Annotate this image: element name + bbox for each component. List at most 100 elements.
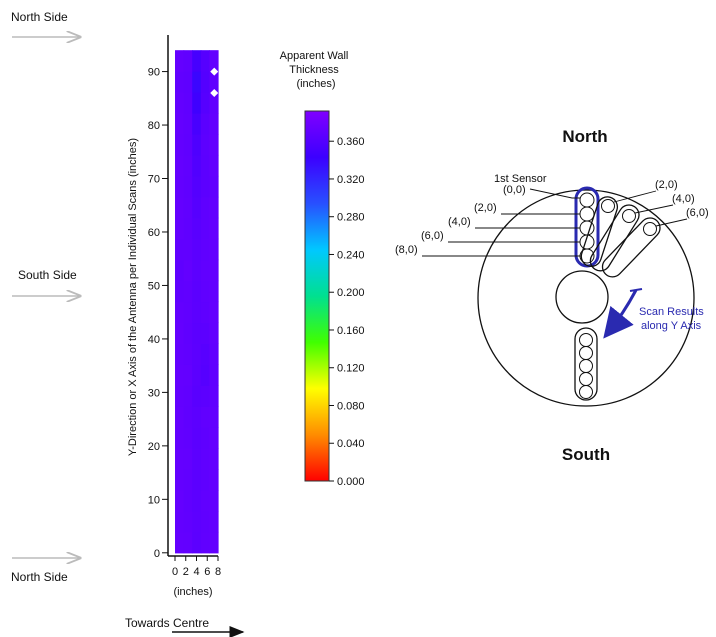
heatmap-cell <box>175 154 185 177</box>
heatmap-cell <box>183 364 193 386</box>
heatmap-cell <box>200 154 210 177</box>
heatmap-marker <box>210 88 219 97</box>
heatmap-cell <box>200 343 210 365</box>
heatmap-cell <box>175 217 185 240</box>
heatmap-cell <box>200 510 210 533</box>
heatmap-cell <box>192 469 202 491</box>
heatmap-cell <box>183 322 193 344</box>
heatmap-cell <box>192 364 202 386</box>
heatmap-cell <box>183 175 193 198</box>
heatmap-cell <box>209 448 219 470</box>
heatmap-cell <box>175 196 185 219</box>
heatmap-cell <box>175 343 185 365</box>
colorbar-tick-label: 0.160 <box>337 325 365 337</box>
heatmap <box>175 50 219 554</box>
heatmap-cell <box>175 385 185 407</box>
y-tick-label: 10 <box>148 494 160 506</box>
antenna-position-3 <box>601 217 661 278</box>
heatmap-cell <box>175 531 185 554</box>
heatmap-cell <box>183 531 193 554</box>
label-right-2-0: (2,0) <box>655 179 678 191</box>
heatmap-cell <box>175 280 185 303</box>
heatmap-cell <box>209 531 219 554</box>
south-label: South <box>562 445 610 464</box>
heatmap-cell <box>192 113 202 135</box>
colorbar-tick-label: 0.360 <box>337 136 365 148</box>
heatmap-cell <box>183 238 193 261</box>
heatmap-cell <box>192 343 202 365</box>
heatmap-cell <box>200 71 210 93</box>
heatmap-cell <box>200 217 210 240</box>
y-tick-label: 0 <box>154 548 160 560</box>
heatmap-cell <box>209 217 219 240</box>
heatmap-cell <box>209 343 219 365</box>
scan-results-line1: Scan Results <box>639 306 704 318</box>
y-tick-label: 70 <box>148 174 160 186</box>
heatmap-cell <box>183 448 193 470</box>
scan-results-line2: along Y Axis <box>641 320 702 332</box>
heatmap-cell <box>200 133 210 156</box>
heatmap-cell <box>175 448 185 470</box>
sensor-0 <box>579 192 595 208</box>
heatmap-cell <box>209 71 219 93</box>
pipe-outer-circle <box>477 189 695 407</box>
north-label: North <box>562 127 607 146</box>
heatmap-cell <box>175 133 185 156</box>
heatmap-cell <box>192 489 202 512</box>
colorbar-tick-label: 0.280 <box>337 212 365 224</box>
heatmap-cell <box>200 92 210 114</box>
heatmap-cell <box>200 113 210 135</box>
colorbar-tick-label: 0.320 <box>337 174 365 186</box>
heatmap-cell <box>183 510 193 533</box>
heatmap-cell <box>183 133 193 156</box>
leader-right-2-0 <box>613 190 657 203</box>
south-sensor-2 <box>579 346 593 360</box>
heatmap-cell <box>200 448 210 470</box>
heatmap-markers <box>210 67 219 97</box>
first-sensor-label: 1st Sensor <box>494 173 547 185</box>
heatmap-cell <box>200 259 210 282</box>
pipe-centre-circle <box>555 270 609 324</box>
heatmap-cell <box>209 154 219 177</box>
heatmap-cell <box>183 92 193 114</box>
heatmap-cell <box>192 71 202 93</box>
heatmap-cell <box>192 259 202 282</box>
heatmap-cell <box>200 175 210 198</box>
heatmap-cell <box>192 154 202 177</box>
heatmap-cell <box>209 364 219 386</box>
heatmap-cell <box>192 448 202 470</box>
heatmap-cell <box>183 406 193 428</box>
heatmap-cell <box>209 133 219 156</box>
x-tick-label: 4 <box>193 566 199 578</box>
heatmap-cell <box>192 322 202 344</box>
heatmap-cell <box>183 427 193 449</box>
heatmap-cell <box>192 238 202 261</box>
heatmap-cell <box>175 469 185 491</box>
heatmap-cell <box>192 217 202 240</box>
heatmap-cell <box>192 196 202 219</box>
heatmap-cell <box>175 364 185 386</box>
x-tick-label: 0 <box>172 566 178 578</box>
heatmap-cell <box>209 322 219 344</box>
colorbar-title-line2: Thickness <box>289 64 339 76</box>
heatmap-cell <box>200 427 210 449</box>
heatmap-cell <box>175 71 185 93</box>
heatmap-cell <box>175 406 185 428</box>
north-side-bottom-label: North Side <box>11 570 68 584</box>
heatmap-cell <box>200 280 210 303</box>
heatmap-cell <box>200 406 210 428</box>
heatmap-marker <box>210 67 219 76</box>
y-axis-ticks: 0 10 20 30 40 50 60 70 80 90 <box>148 67 168 560</box>
heatmap-cell <box>200 469 210 491</box>
heatmap-cell <box>183 71 193 93</box>
scan-direction-arrow <box>603 289 638 339</box>
heatmap-cell <box>192 133 202 156</box>
y-axis-title: Y-Direction or X Axis of the Antenna per… <box>127 138 139 456</box>
heatmap-cell <box>200 531 210 554</box>
heatmap-cell <box>192 427 202 449</box>
heatmap-cell <box>175 427 185 449</box>
leader-right-6-0 <box>655 218 688 227</box>
antenna-position-2 <box>589 204 640 272</box>
